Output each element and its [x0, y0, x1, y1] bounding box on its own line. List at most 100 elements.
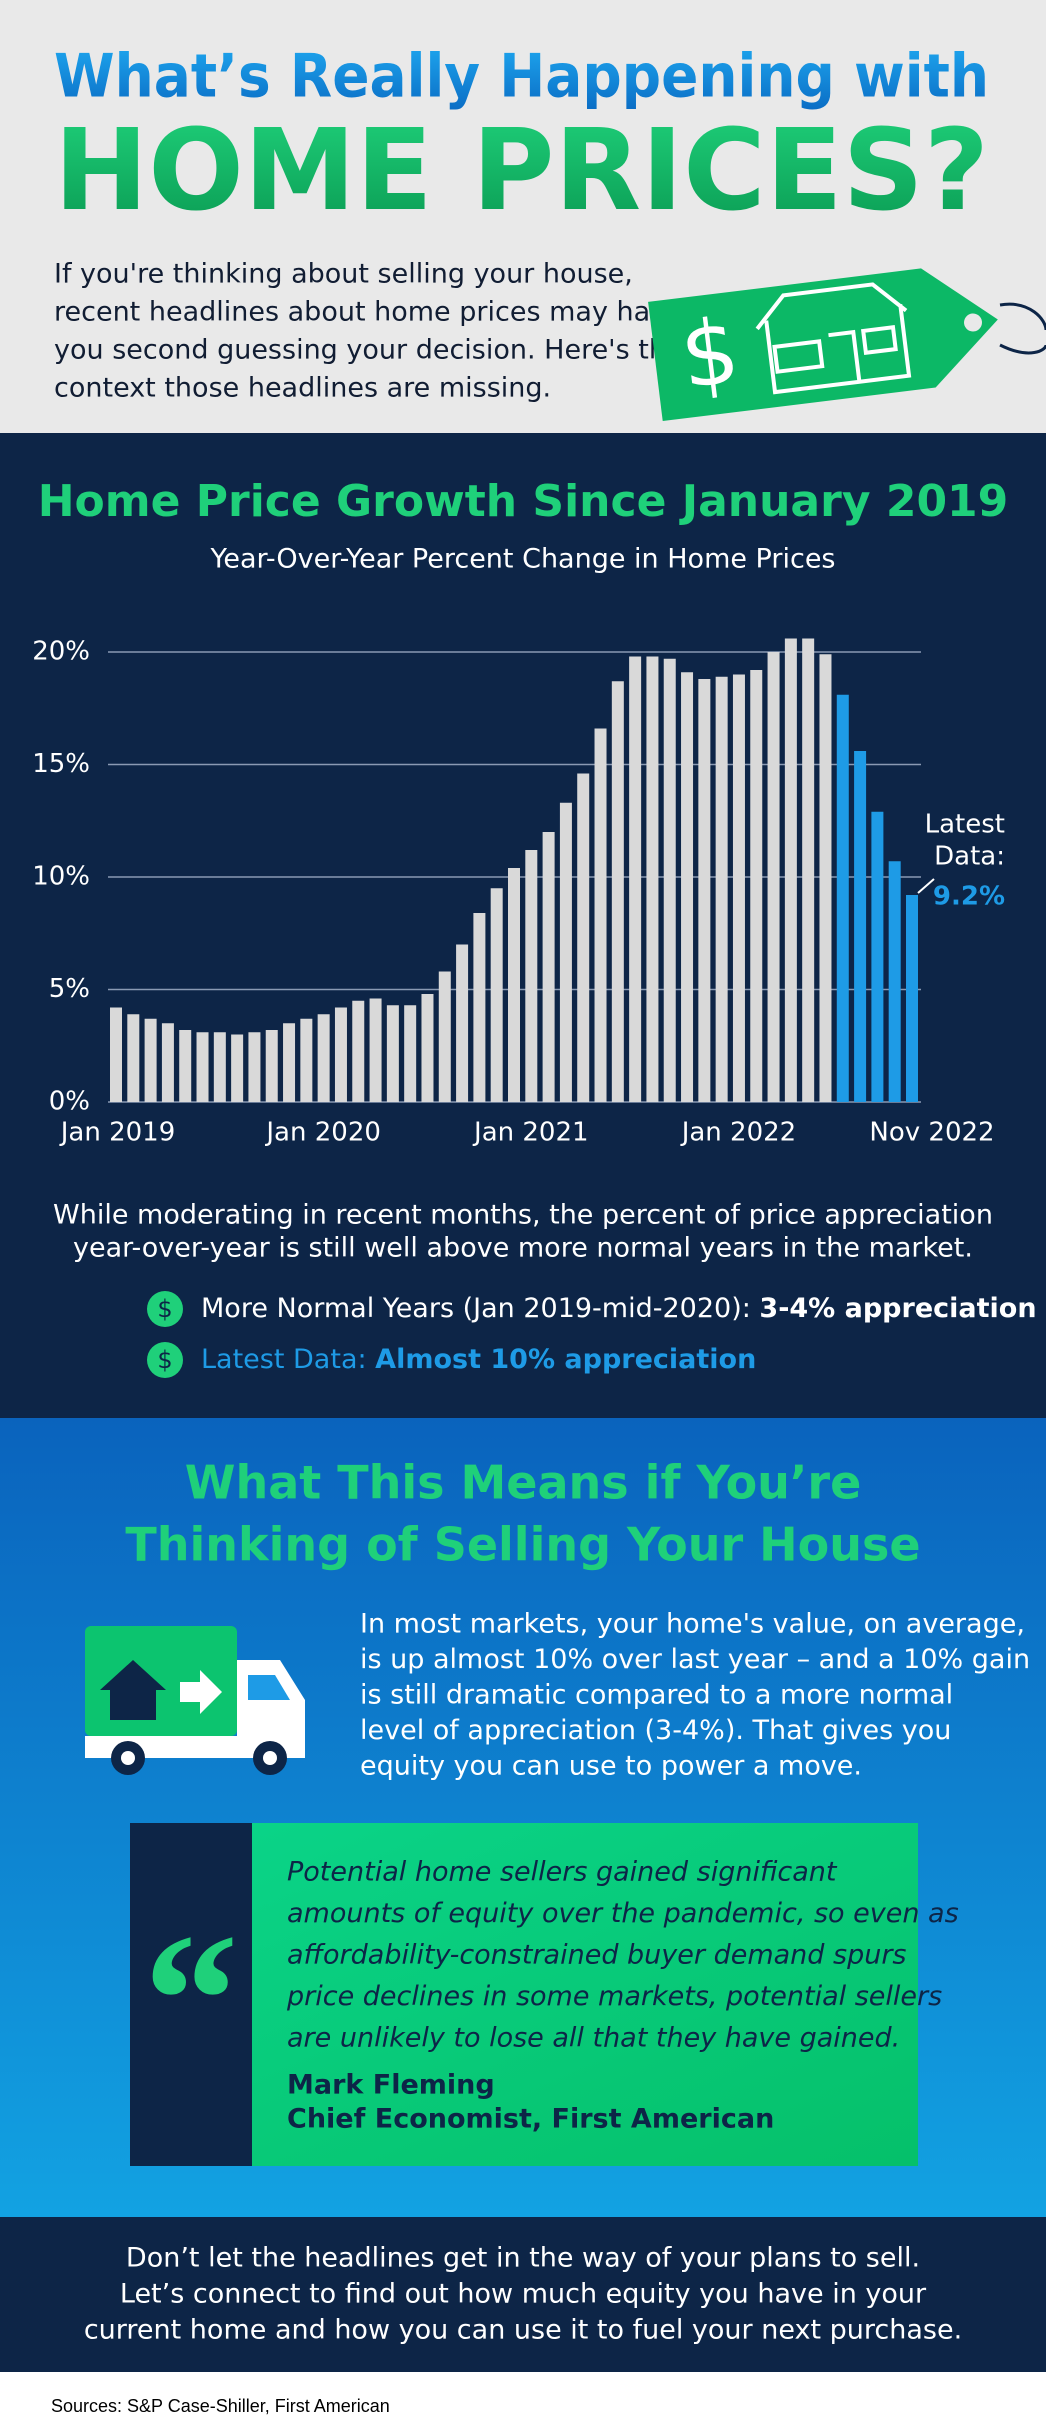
quote-strip [130, 1823, 252, 2166]
notes-line: While moderating in recent months, the p… [53, 1200, 993, 1231]
footer-line: Let’s connect to find out how much equit… [120, 2279, 927, 2310]
footer-line: current home and how you can use it to f… [84, 2315, 962, 2346]
x-tick-label: Jan 2021 [472, 1118, 589, 1148]
intro-line: recent headlines about home prices may h… [54, 297, 683, 328]
bar [161, 1023, 174, 1102]
chart-title: Home Price Growth Since January 2019 [38, 476, 1009, 527]
selling-heading: What This Means if You’re Thinking of Sel… [125, 1456, 920, 1572]
quote-name: Mark Fleming [287, 2070, 495, 2101]
bar [473, 913, 486, 1102]
paragraph-line: equity you can use to power a move. [360, 1751, 862, 1782]
x-tick-label: Jan 2022 [680, 1118, 797, 1148]
bullet-plain: More Normal Years (Jan 2019-mid-2020): [201, 1293, 759, 1324]
bar [906, 895, 918, 1102]
tag-hole [964, 313, 983, 332]
quote-box [130, 1823, 918, 2166]
bar [369, 998, 382, 1102]
value-label: 9.2% [933, 882, 1005, 912]
bullet-icon-symbol: $ [157, 1295, 172, 1323]
bar [265, 1030, 278, 1102]
bullet-text: More Normal Years (Jan 2019-mid-2020): 3… [201, 1293, 1037, 1324]
quote-role: Chief Economist, First American [287, 2104, 774, 2135]
truck-icon [85, 1626, 305, 1775]
bar [750, 670, 763, 1102]
x-tick-label: Jan 2020 [264, 1118, 381, 1148]
bar [248, 1032, 261, 1102]
chart-subtitle: Year-Over-Year Percent Change in Home Pr… [209, 544, 835, 575]
sources: Sources: S&P Case-Shiller, First America… [51, 2396, 390, 2416]
x-tick-label: Jan 2019 [59, 1118, 176, 1148]
notes-line: year-over-year is still well above more … [73, 1233, 973, 1264]
intro-line: context those headlines are missing. [54, 373, 551, 404]
y-tick-label: 20% [32, 637, 90, 667]
bullet-bold: Almost 10% appreciation [375, 1344, 756, 1375]
bar [438, 971, 451, 1102]
bar [559, 802, 572, 1102]
x-tick-label: Nov 2022 [869, 1118, 994, 1148]
tag-body [648, 268, 998, 422]
bar [715, 676, 728, 1102]
bullet-bold: 3-4% appreciation [759, 1293, 1036, 1324]
bar [490, 888, 503, 1102]
footer-bg [0, 2217, 1046, 2372]
house-icon [755, 282, 912, 395]
heading-line: Thinking of Selling Your House [125, 1518, 920, 1572]
bar [525, 850, 538, 1102]
bar [611, 681, 624, 1102]
y-tick-label: 0% [49, 1087, 90, 1117]
quote-line: affordability-constrained buyer demand s… [287, 1940, 906, 1971]
tag-symbol: $ [675, 299, 745, 410]
quote-line: price declines in some markets, potentia… [286, 1981, 942, 2012]
bullet-icon [147, 1342, 183, 1378]
intro-line: If you're thinking about selling your ho… [54, 259, 633, 290]
bar [888, 861, 901, 1102]
price-tag: $ [648, 268, 998, 422]
title-line2: HOME PRICES? [54, 106, 989, 236]
bar [819, 654, 832, 1102]
quote-line: amounts of equity over the pandemic, so … [287, 1898, 959, 1929]
paragraph-line: level of appreciation (3-4%). That gives… [360, 1715, 951, 1746]
bar [629, 656, 642, 1102]
bar [681, 672, 694, 1102]
bar [421, 994, 434, 1102]
bullet-icon [147, 1291, 183, 1327]
title-line1: What’s Really Happening with [54, 42, 989, 112]
bar [283, 1023, 296, 1102]
bar [231, 1034, 244, 1102]
bar [698, 679, 711, 1102]
quote-text: Potential home sellers gained significan… [286, 1857, 959, 2054]
bar [127, 1014, 140, 1102]
annotation: Latest [925, 810, 1005, 840]
bar [784, 638, 797, 1102]
selling-paragraph: In most markets, your home's value, on a… [360, 1609, 1030, 1782]
bar [732, 674, 745, 1102]
annotation-pointer [917, 878, 935, 894]
bar [871, 811, 884, 1102]
bullet-icon-symbol: $ [157, 1346, 172, 1374]
bar [646, 656, 659, 1102]
bar [352, 1000, 365, 1102]
intro: If you're thinking about selling your ho… [54, 259, 683, 404]
annotation: Data: [934, 842, 1005, 872]
bar [213, 1032, 226, 1102]
footer-line: Don’t let the headlines get in the way o… [126, 2243, 920, 2274]
quote-line: Potential home sellers gained significan… [287, 1857, 838, 1888]
intro-line: you second guessing your decision. Here'… [54, 335, 683, 366]
bar [663, 658, 676, 1102]
bar [456, 944, 469, 1102]
y-tick-label: 15% [32, 749, 90, 779]
bar [179, 1030, 192, 1102]
bullet-plain: Latest Data: [201, 1344, 375, 1375]
bullet-text: Latest Data: Almost 10% appreciation [201, 1344, 756, 1375]
paragraph-line: In most markets, your home's value, on a… [360, 1609, 1025, 1640]
bar [334, 1007, 347, 1102]
paragraph-line: is up almost 10% over last year – and a … [360, 1644, 1030, 1675]
sources-bg [0, 2372, 1046, 2424]
bar [836, 694, 849, 1102]
bar [508, 868, 520, 1102]
quote-line: are unlikely to lose all that they have … [287, 2023, 900, 2054]
bar [300, 1018, 313, 1102]
bar [854, 751, 867, 1102]
bar [542, 832, 555, 1102]
